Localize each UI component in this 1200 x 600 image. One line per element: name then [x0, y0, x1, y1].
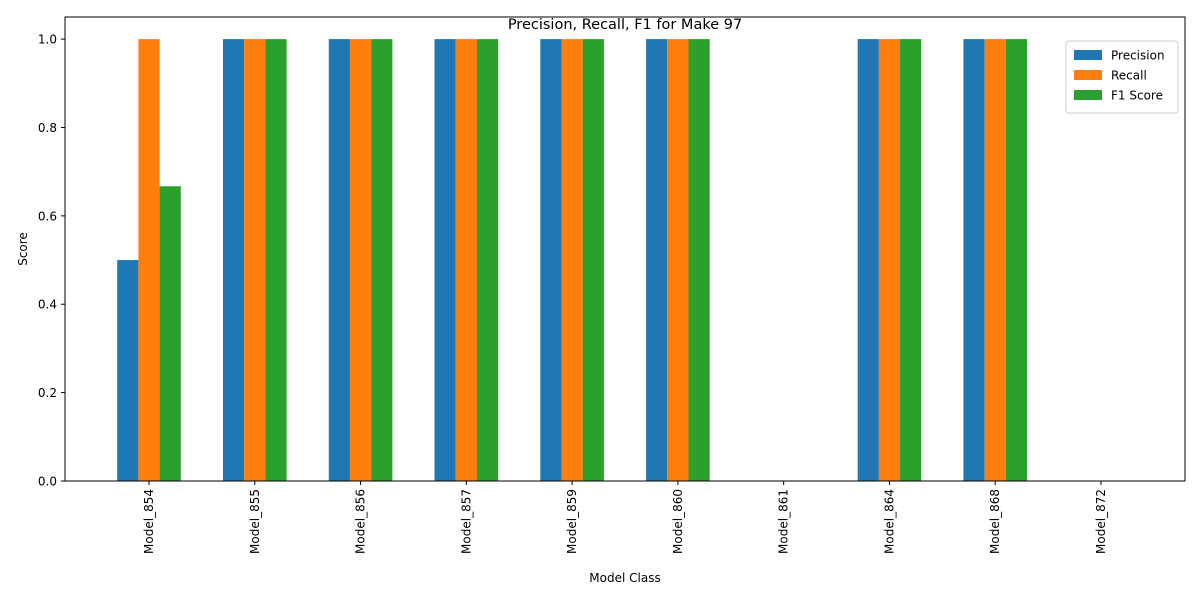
x-tick-label: Model_854	[142, 489, 156, 554]
y-tick-label: 0.6	[38, 209, 57, 223]
bar-f1-score-model_868	[1005, 39, 1028, 481]
bar-f1-score-model_864	[900, 39, 922, 481]
bar-precision-model_855	[222, 39, 245, 481]
bar-f1-score-model_856	[371, 39, 393, 481]
x-tick-label: Model_868	[988, 489, 1002, 554]
bar-f1-score-model_859	[582, 39, 604, 481]
x-tick-label: Model_861	[777, 489, 791, 554]
bar-recall-model_854	[138, 39, 160, 481]
legend-swatch-f1-score	[1074, 90, 1102, 100]
bar-precision-model_856	[328, 39, 350, 481]
y-tick-label: 0.8	[38, 121, 57, 135]
legend: Precision Recall F1 Score	[1065, 40, 1179, 114]
y-tick-label: 0.2	[38, 386, 57, 400]
legend-label-f1-score: F1 Score	[1111, 89, 1163, 103]
bar-recall-model_868	[984, 39, 1006, 481]
bar-precision-model_857	[434, 39, 456, 481]
x-tick-label: Model_860	[671, 489, 685, 554]
chart-title: Precision, Recall, F1 for Make 97	[508, 17, 742, 33]
bar-recall-model_860	[667, 39, 689, 481]
x-tick-label: Model_864	[882, 489, 896, 554]
x-axis-ticks: Model_854 Model_855 Model_856 Model_857 Mode…	[142, 481, 1108, 554]
legend-label-precision: Precision	[1111, 49, 1165, 63]
x-tick-label: Model_856	[354, 489, 368, 554]
legend-swatch-recall	[1074, 70, 1102, 80]
x-axis-label: Model Class	[589, 571, 660, 585]
y-tick-label: 0.4	[38, 298, 57, 312]
x-tick-label: Model_857	[459, 489, 473, 554]
bar-recall-model_864	[878, 39, 901, 481]
y-axis-ticks: 0.0 0.2 0.4 0.6 0.8 1.0	[38, 33, 65, 489]
bar-precision-model_859	[540, 39, 562, 481]
bars-group	[117, 39, 1028, 481]
legend-label-recall: Recall	[1111, 69, 1147, 83]
y-axis-label: Score	[16, 232, 30, 266]
bar-f1-score-model_857	[476, 39, 499, 481]
bar-precision-model_868	[963, 39, 985, 481]
bar-precision-model_864	[857, 39, 879, 481]
bar-precision-model_860	[646, 39, 668, 481]
y-tick-label: 1.0	[38, 33, 57, 47]
x-tick-label: Model_872	[1094, 489, 1108, 554]
bar-recall-model_857	[455, 39, 477, 481]
bar-precision-model_854	[117, 260, 139, 481]
bar-recall-model_855	[244, 39, 266, 481]
x-tick-label: Model_859	[565, 489, 579, 554]
bar-f1-score-model_860	[688, 39, 710, 481]
plot-frame	[64, 16, 1186, 482]
x-tick-label: Model_855	[248, 489, 262, 554]
bar-f1-score-model_855	[265, 39, 287, 481]
legend-swatch-precision	[1074, 50, 1102, 60]
y-tick-label: 0.0	[38, 475, 57, 489]
bar-recall-model_859	[561, 39, 583, 481]
bar-recall-model_856	[349, 39, 372, 481]
bar-f1-score-model_854	[159, 186, 181, 481]
